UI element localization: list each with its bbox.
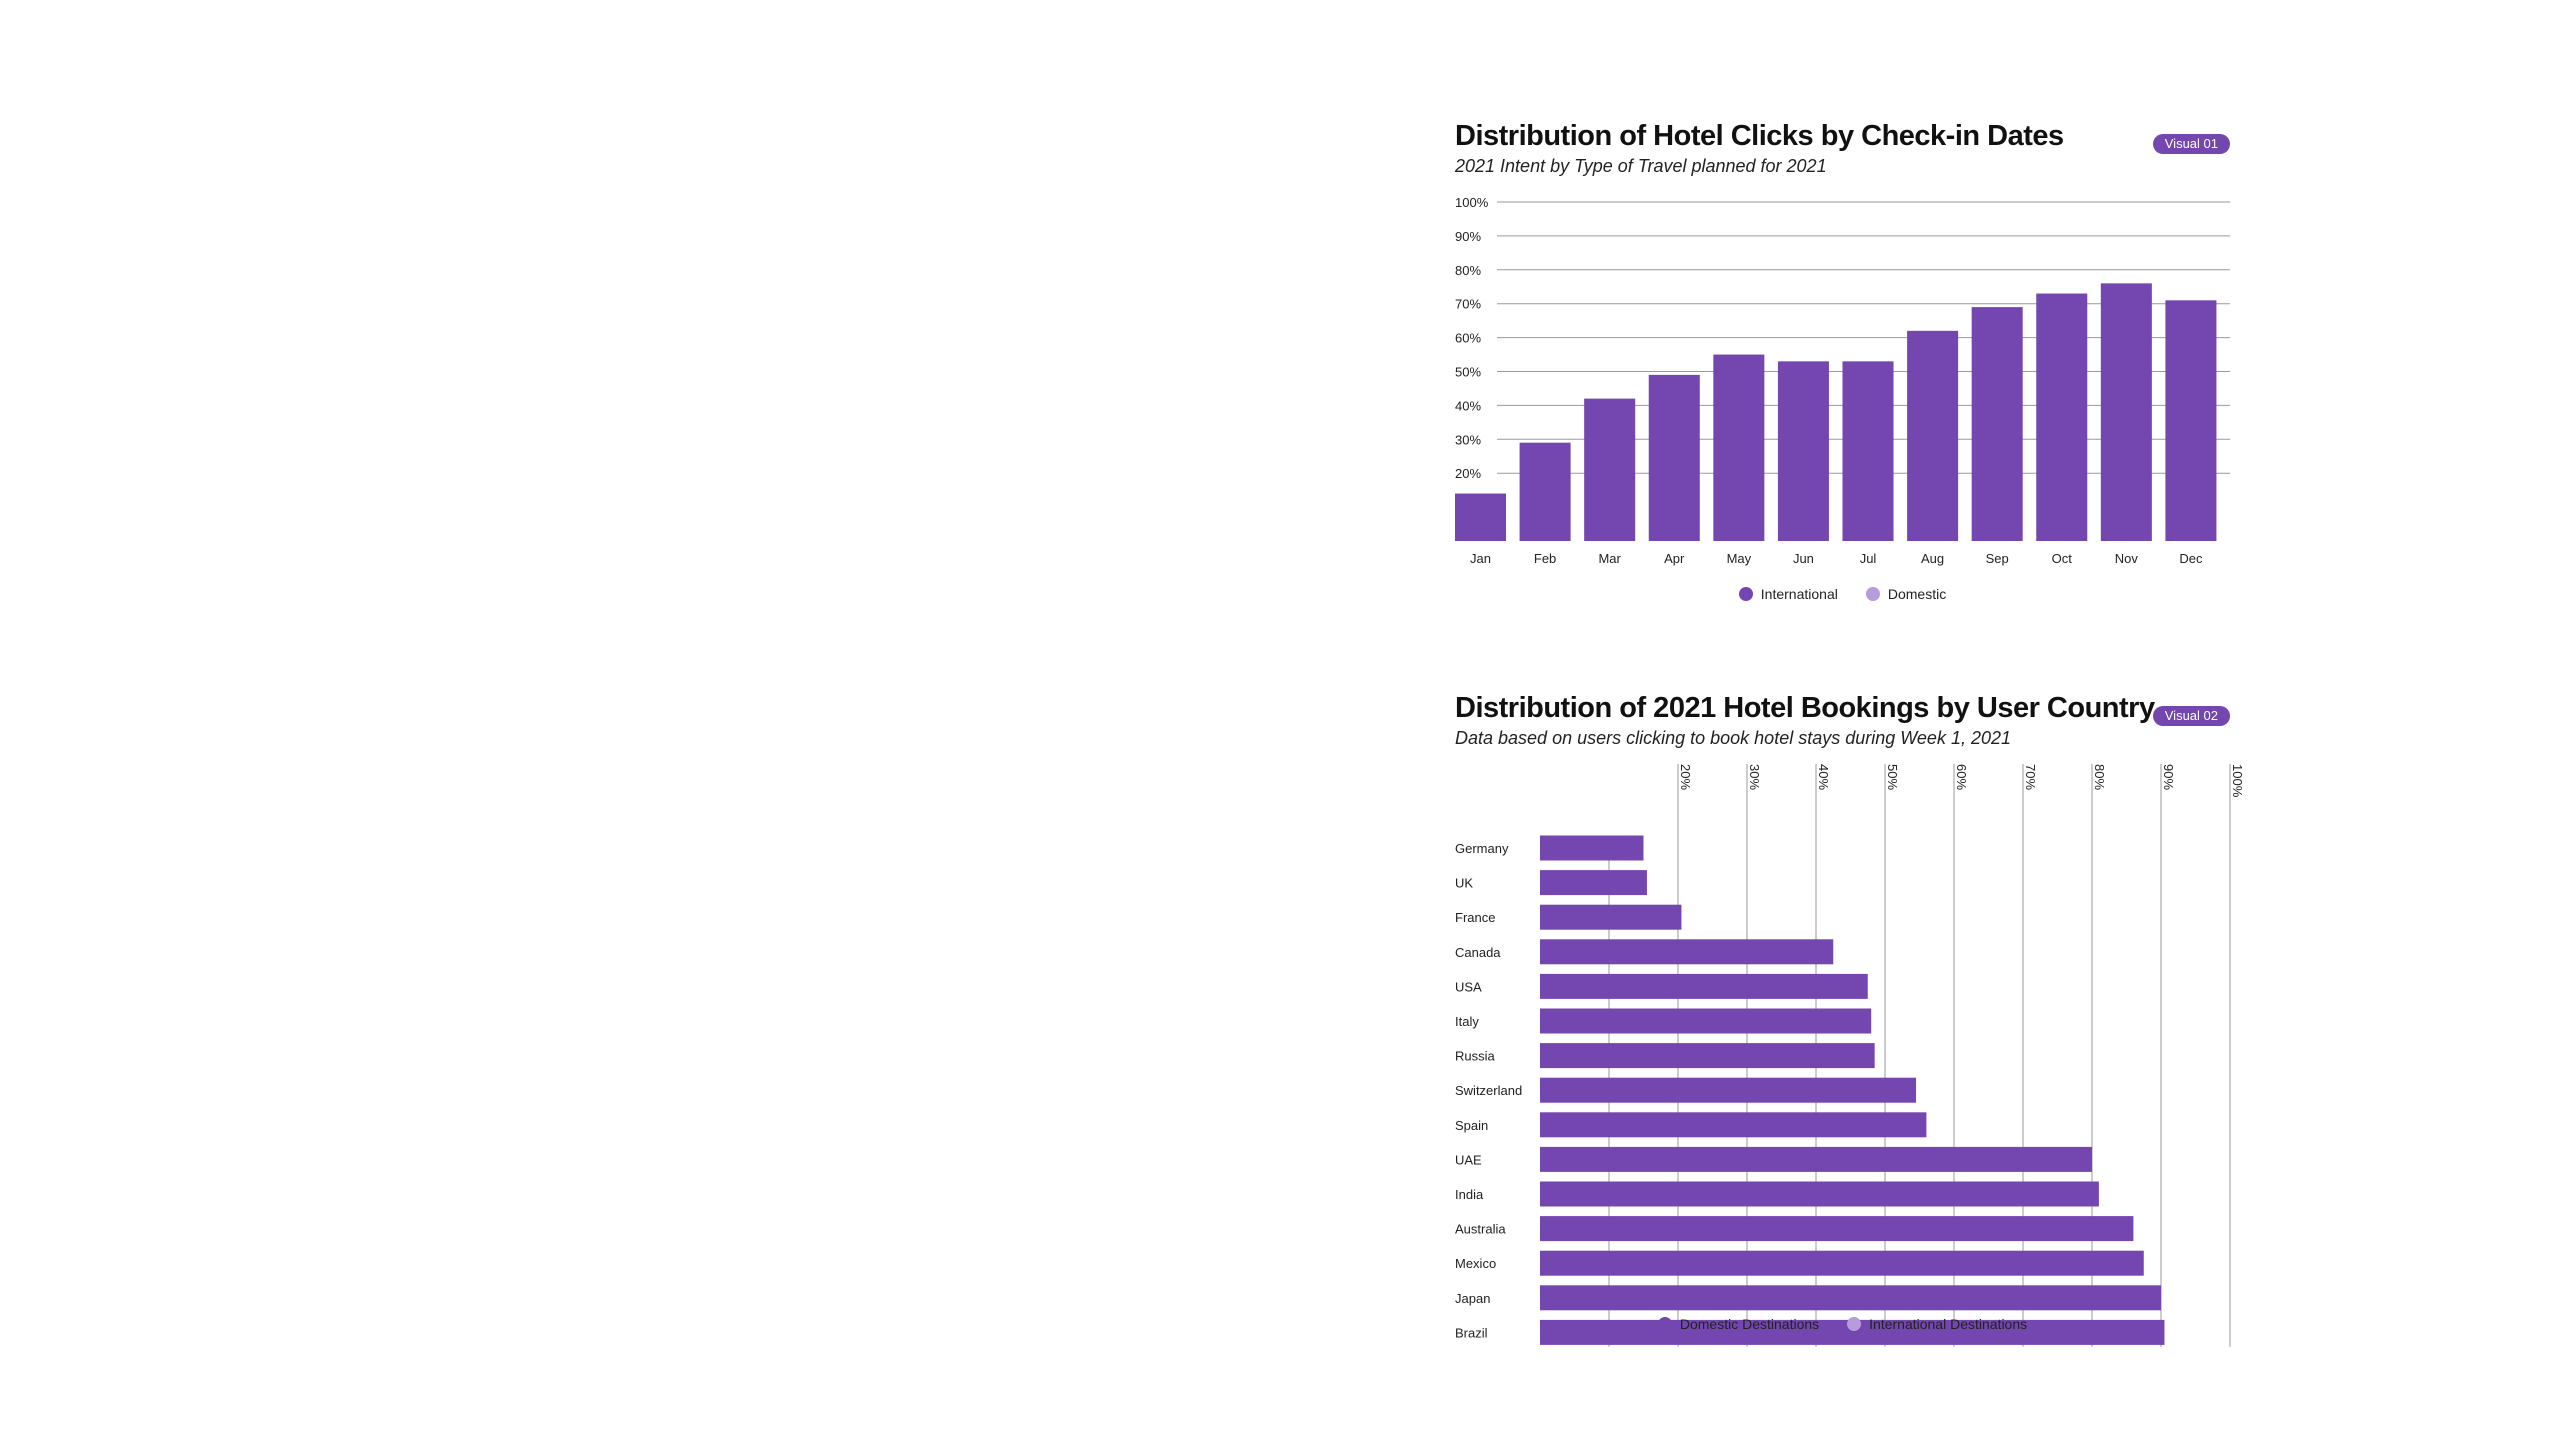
- y-category-label: USA: [1455, 979, 1482, 994]
- legend-label: International Destinations: [1869, 1316, 2028, 1332]
- bar-uae: [1540, 1146, 2092, 1172]
- x-tick-label: May: [1727, 551, 1752, 566]
- bar-jun: [1777, 361, 1829, 541]
- x-tick-label: 70%: [2023, 764, 2038, 790]
- bar-russia: [1540, 1043, 1875, 1069]
- x-tick-label: Feb: [1534, 551, 1556, 566]
- y-tick-label: 40%: [1455, 398, 1481, 413]
- bar-jan: [1455, 493, 1507, 541]
- y-category-label: Australia: [1455, 1222, 1506, 1237]
- x-tick-label: 60%: [1954, 764, 1969, 790]
- y-category-label: Germany: [1455, 841, 1509, 856]
- bar-uk: [1540, 870, 1647, 896]
- check-in-dates-bar-chart: 100% 90% 80% 70% 60% 50% 40% 30% 20% Jan Feb Mar Apr…: [1455, 195, 2230, 566]
- y-category-label: Canada: [1455, 945, 1501, 960]
- y-tick-label: 60%: [1455, 331, 1481, 346]
- x-tick-label: 40%: [1816, 764, 1831, 790]
- chart-subtitle: Data based on users clicking to book hot…: [1455, 728, 2011, 748]
- x-tick-label: Mar: [1598, 551, 1621, 566]
- bar-mar: [1584, 398, 1636, 541]
- bar-canada: [1540, 939, 1834, 965]
- y-category-label: Mexico: [1455, 1256, 1496, 1271]
- chart-title: Distribution of 2021 Hotel Bookings by U…: [1455, 692, 2155, 724]
- y-tick-label: 90%: [1455, 229, 1481, 244]
- bar-india: [1540, 1181, 2099, 1207]
- legend-item-international-destinations: International Destinations: [1847, 1316, 2027, 1332]
- bar-nov: [2100, 283, 2152, 541]
- x-tick-label: Oct: [2052, 551, 2073, 566]
- legend-label: Domestic Destinations: [1679, 1316, 1820, 1332]
- y-tick-label: 70%: [1455, 297, 1481, 312]
- x-tick-label: 80%: [2092, 764, 2107, 790]
- x-tick-label: Jun: [1793, 551, 1814, 566]
- x-tick-label: Nov: [2115, 551, 2139, 566]
- y-category-label: Russia: [1455, 1049, 1496, 1064]
- chart-subtitle: 2021 Intent by Type of Travel planned fo…: [1455, 156, 1827, 176]
- x-tick-label: Aug: [1921, 551, 1944, 566]
- x-tick-label: 20%: [1678, 764, 1693, 790]
- x-tick-label: 30%: [1747, 764, 1762, 790]
- x-tick-label: Dec: [2179, 551, 2203, 566]
- bar-japan: [1540, 1285, 2161, 1311]
- bar-mexico: [1540, 1250, 2144, 1276]
- chart-legend: International Domestic: [1455, 586, 2230, 602]
- bar-germany: [1540, 835, 1644, 861]
- bar-italy: [1540, 1008, 1872, 1034]
- bar-spain: [1540, 1112, 1927, 1138]
- bar-feb: [1519, 442, 1571, 541]
- bar-sep: [1971, 307, 2023, 541]
- chart-title: Distribution of Hotel Clicks by Check-in…: [1455, 120, 2064, 152]
- legend-swatch: [1865, 587, 1880, 601]
- legend-item-domestic-destinations: Domestic Destinations: [1657, 1316, 1820, 1332]
- bar-australia: [1540, 1216, 2134, 1242]
- visual-badge: Visual 02: [2152, 706, 2230, 726]
- x-tick-label: 90%: [2161, 764, 2176, 790]
- bar-apr: [1648, 374, 1700, 541]
- y-category-label: Brazil: [1455, 1325, 1488, 1340]
- x-tick-label: Jul: [1860, 551, 1877, 566]
- y-category-label: UK: [1455, 876, 1473, 891]
- legend-swatch: [1738, 587, 1753, 601]
- bar-switzerland: [1540, 1077, 1917, 1103]
- y-category-label: Japan: [1455, 1291, 1490, 1306]
- visual-02-panel: Distribution of 2021 Hotel Bookings by U…: [1455, 692, 2245, 1352]
- legend-swatch: [1847, 1317, 1862, 1331]
- y-category-label: UAE: [1455, 1152, 1482, 1167]
- bar-oct: [2036, 293, 2088, 541]
- legend-label: Domestic: [1887, 586, 1947, 602]
- legend-swatch: [1657, 1317, 1672, 1331]
- bar-aug: [1907, 330, 1959, 541]
- bar-usa: [1540, 973, 1868, 999]
- bar-may: [1713, 354, 1765, 541]
- x-tick-label: 100%: [2230, 764, 2245, 798]
- user-country-bar-chart: 20% 30% 40% 50% 60% 70% 80% 90% 100% Germany UK Fra…: [1455, 764, 2245, 1347]
- x-tick-label: Sep: [1986, 551, 2009, 566]
- legend-item-domestic: Domestic: [1865, 586, 1947, 602]
- x-tick-label: Apr: [1664, 551, 1685, 566]
- y-tick-label: 20%: [1455, 466, 1481, 481]
- y-tick-label: 80%: [1455, 263, 1481, 278]
- bar-dec: [2165, 300, 2217, 541]
- x-tick-label: 50%: [1885, 764, 1900, 790]
- legend-label: International: [1760, 586, 1838, 602]
- chart-legend: Domestic Destinations International Dest…: [1455, 1316, 2230, 1332]
- y-category-label: India: [1455, 1187, 1484, 1202]
- visual-badge: Visual 01: [2152, 134, 2230, 154]
- y-category-label: France: [1455, 910, 1495, 925]
- bar-france: [1540, 904, 1682, 930]
- y-tick-label: 30%: [1455, 432, 1481, 447]
- y-category-label: Switzerland: [1455, 1083, 1522, 1098]
- legend-item-international: International: [1738, 586, 1838, 602]
- y-tick-label: 50%: [1455, 365, 1481, 380]
- y-category-label: Italy: [1455, 1014, 1479, 1029]
- x-tick-label: Jan: [1470, 551, 1491, 566]
- bar-jul: [1842, 361, 1894, 541]
- visual-01-panel: Distribution of Hotel Clicks by Check-in…: [1455, 120, 2230, 620]
- y-tick-label: 100%: [1455, 195, 1489, 210]
- y-category-label: Spain: [1455, 1118, 1488, 1133]
